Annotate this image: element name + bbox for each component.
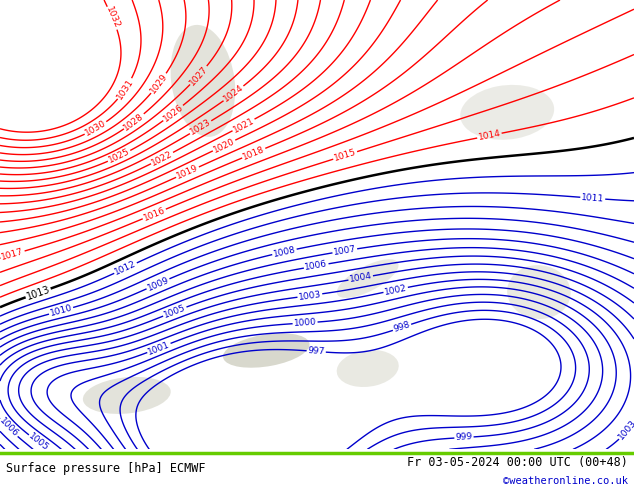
Text: 1004: 1004 xyxy=(349,271,373,284)
Text: 1002: 1002 xyxy=(384,283,408,296)
Text: 1008: 1008 xyxy=(272,245,297,259)
Text: 1006: 1006 xyxy=(0,416,20,440)
Text: 1029: 1029 xyxy=(148,72,169,95)
Text: Surface pressure [hPa] ECMWF: Surface pressure [hPa] ECMWF xyxy=(6,463,206,475)
Text: 1017: 1017 xyxy=(0,247,25,262)
Text: 1003: 1003 xyxy=(298,290,322,301)
Text: ©weatheronline.co.uk: ©weatheronline.co.uk xyxy=(503,476,628,486)
Ellipse shape xyxy=(223,333,309,368)
Text: 1021: 1021 xyxy=(231,116,256,134)
Text: 998: 998 xyxy=(392,320,411,334)
Text: 1007: 1007 xyxy=(333,245,357,257)
Text: 1028: 1028 xyxy=(122,111,146,132)
Text: 1015: 1015 xyxy=(333,147,358,163)
Ellipse shape xyxy=(337,350,399,387)
Text: 1006: 1006 xyxy=(304,260,328,272)
Text: 999: 999 xyxy=(455,433,473,442)
Text: 1031: 1031 xyxy=(115,77,136,101)
Text: 1000: 1000 xyxy=(294,318,317,328)
Text: 1019: 1019 xyxy=(175,163,200,181)
Text: 997: 997 xyxy=(307,346,325,357)
Ellipse shape xyxy=(507,265,571,319)
Text: 1005: 1005 xyxy=(27,432,51,453)
Text: 1022: 1022 xyxy=(150,149,174,168)
Text: 1025: 1025 xyxy=(107,147,131,165)
Text: 1012: 1012 xyxy=(113,259,138,277)
Ellipse shape xyxy=(460,85,554,140)
Text: 1018: 1018 xyxy=(242,145,266,162)
Text: Fr 03-05-2024 00:00 UTC (00+48): Fr 03-05-2024 00:00 UTC (00+48) xyxy=(407,456,628,469)
Text: 1013: 1013 xyxy=(25,284,51,302)
Text: 1020: 1020 xyxy=(212,137,236,154)
Text: 1032: 1032 xyxy=(104,6,121,30)
Text: 1003: 1003 xyxy=(617,418,634,441)
Text: 1027: 1027 xyxy=(188,64,210,87)
Text: 1024: 1024 xyxy=(222,83,245,104)
Text: 1023: 1023 xyxy=(188,118,213,137)
Text: 1014: 1014 xyxy=(477,129,501,142)
Text: 1010: 1010 xyxy=(49,303,74,318)
Text: 1001: 1001 xyxy=(146,340,171,356)
Text: 1030: 1030 xyxy=(84,119,108,138)
Text: 1016: 1016 xyxy=(142,205,167,222)
Text: 1005: 1005 xyxy=(162,303,187,320)
Ellipse shape xyxy=(83,377,171,414)
Text: 1026: 1026 xyxy=(162,102,185,123)
Ellipse shape xyxy=(337,259,399,298)
Text: 1009: 1009 xyxy=(146,275,171,293)
Text: 1011: 1011 xyxy=(581,193,605,203)
Ellipse shape xyxy=(171,25,235,137)
